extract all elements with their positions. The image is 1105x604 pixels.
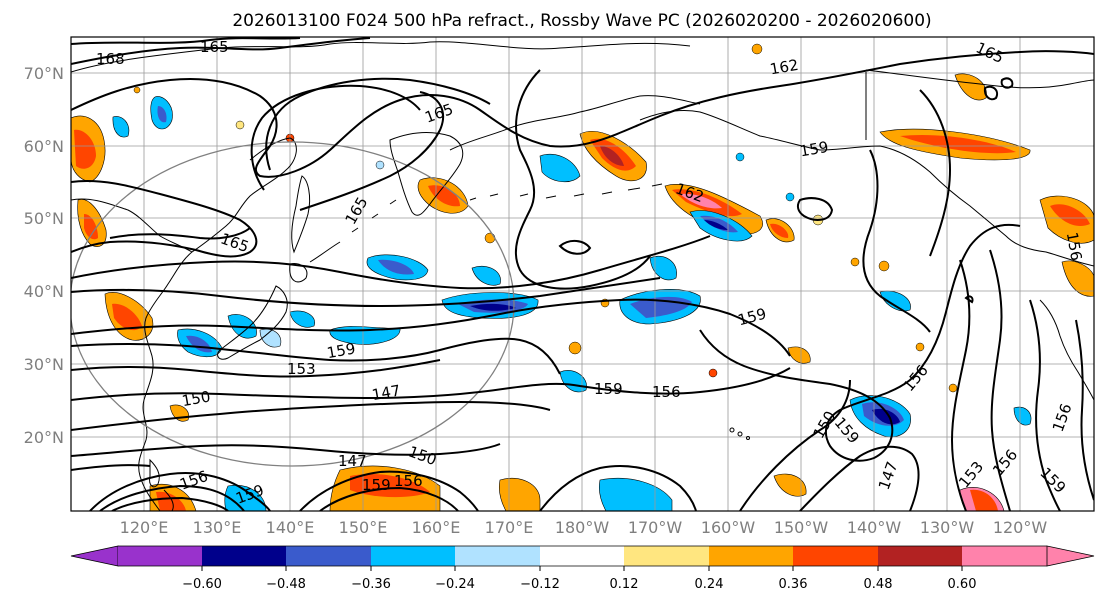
colorbar-tick-label: −0.24 <box>435 577 475 592</box>
focus-circle <box>71 141 515 467</box>
contour-label: 156 <box>394 472 423 490</box>
colorbar-segment <box>371 546 455 566</box>
map-border <box>70 36 1095 512</box>
contour-label: 159 <box>594 380 623 398</box>
graticule <box>71 37 1094 511</box>
colorbar-segment <box>793 546 878 566</box>
latitude-labels: 70°N 60°N 50°N 40°N 30°N 20°N <box>24 64 64 447</box>
lat-label: 50°N <box>24 209 64 228</box>
lon-label: 140°W <box>847 518 902 537</box>
lon-label: 140°E <box>266 518 315 537</box>
colorbar-segment <box>709 546 793 566</box>
height-contours <box>71 37 1094 511</box>
contour-label: 147 <box>338 452 367 470</box>
lon-label: 170°W <box>628 518 683 537</box>
contour-label: 165 <box>200 38 229 56</box>
contour-label: 159 <box>798 138 829 161</box>
lon-label: 120°E <box>120 518 169 537</box>
map-content: 168 165 165 162 165 159 165 165 162 156 … <box>71 37 1094 511</box>
colorbar-tick-label: 0.12 <box>610 577 639 592</box>
contour-label: 159 <box>362 476 391 494</box>
contour-label: 168 <box>96 50 125 68</box>
colorbar-segment <box>455 546 540 566</box>
contour-label: 147 <box>370 381 401 404</box>
colorbar-segment <box>540 546 624 566</box>
lat-label: 70°N <box>24 64 64 83</box>
lat-label: 20°N <box>24 428 64 447</box>
contour-label: 156 <box>1063 231 1086 262</box>
colorbar-segment <box>286 546 371 566</box>
colorbar-extend-min <box>70 545 119 567</box>
colorbar-tick-label: −0.12 <box>520 577 560 592</box>
colorbar-segment <box>624 546 709 566</box>
lat-label: 30°N <box>24 355 64 374</box>
colorbar-tick-label: 0.48 <box>864 577 893 592</box>
colorbar-segment <box>878 546 962 566</box>
colorbar-tick-label: 0.36 <box>779 577 808 592</box>
colorbar-segment <box>962 546 1047 566</box>
colorbar-tick-label: −0.48 <box>266 577 306 592</box>
colorbar-tick-label: −0.60 <box>182 577 222 592</box>
lon-label: 170°E <box>485 518 534 537</box>
lon-label: 150°W <box>774 518 829 537</box>
contour-label: 156 <box>652 383 681 401</box>
longitude-labels: 120°E 130°E 140°E 150°E 160°E 170°E 180°… <box>120 518 1048 537</box>
lon-label: 120°W <box>993 518 1048 537</box>
colorbar-extend-max <box>1046 545 1095 567</box>
contour-label: 159 <box>325 339 356 362</box>
colorbar-tick-label: 0.60 <box>948 577 977 592</box>
lon-label: 130°E <box>193 518 242 537</box>
contour-label: 150 <box>180 387 211 410</box>
colorbar-tick-label: 0.24 <box>695 577 724 592</box>
lon-label: 180°W <box>555 518 610 537</box>
colorbar: −0.60 −0.48 −0.36 −0.24 −0.12 0.12 0.24 … <box>70 545 1095 592</box>
contour-label: 153 <box>287 360 316 378</box>
lat-label: 40°N <box>24 282 64 301</box>
lon-label: 160°W <box>701 518 756 537</box>
contour-label: 162 <box>768 56 799 79</box>
lon-label: 150°E <box>339 518 388 537</box>
lat-label: 60°N <box>24 137 64 156</box>
colorbar-segment <box>118 546 202 566</box>
lon-label: 160°E <box>412 518 461 537</box>
map-title: 2026013100 F024 500 hPa refract., Rossby… <box>232 11 931 31</box>
colorbar-tick-label: −0.36 <box>351 577 391 592</box>
coastlines <box>71 41 1094 511</box>
colorbar-segment <box>202 546 286 566</box>
lon-label: 130°W <box>920 518 975 537</box>
